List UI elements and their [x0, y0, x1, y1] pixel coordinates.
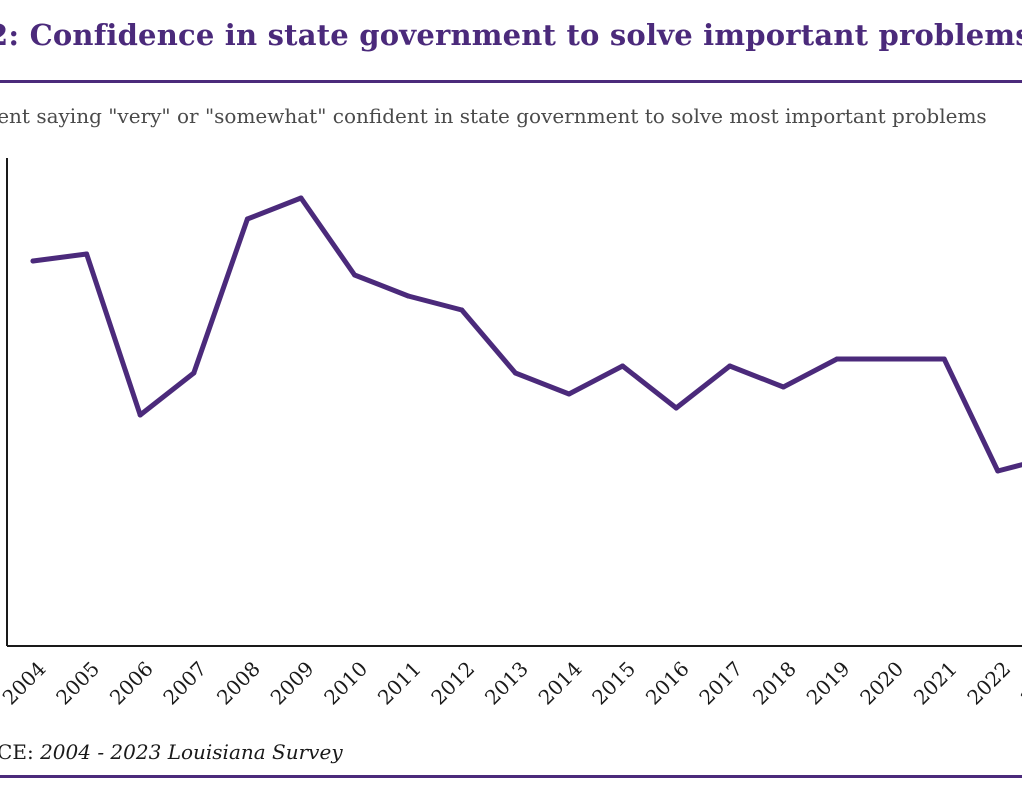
x-tick-label-2005: 2005 — [51, 657, 104, 710]
data-point-2017 — [727, 363, 733, 369]
x-tick-label-2004: 2004 — [0, 657, 51, 710]
data-point-2008 — [244, 216, 250, 222]
data-point-2004 — [30, 258, 36, 264]
data-point-2006 — [137, 412, 143, 418]
x-tick-label-2015: 2015 — [587, 657, 640, 710]
x-tick-labels: 2004 2005 2006 2007 2008 2009 2010 2011 2012 2013… — [0, 657, 1022, 710]
data-point-2007 — [191, 370, 197, 376]
x-tick-label-2020: 2020 — [855, 657, 908, 710]
series-line — [30, 195, 1022, 474]
title-divider — [0, 80, 1022, 83]
source-text: 2004 - 2023 Louisiana Survey — [40, 740, 343, 764]
x-tick-label-2014: 2014 — [534, 657, 587, 710]
x-tick-label-2018: 2018 — [748, 657, 801, 710]
data-point-2005 — [84, 251, 90, 257]
data-point-2010 — [352, 272, 358, 278]
x-tick-label-2019: 2019 — [802, 657, 855, 710]
x-tick-label-2013: 2013 — [480, 657, 533, 710]
data-point-2013 — [512, 370, 518, 376]
x-tick-label-2012: 2012 — [426, 657, 479, 710]
data-point-2018 — [780, 384, 786, 390]
x-tick-label-2006: 2006 — [105, 657, 158, 710]
x-tick-label-2023: 2023 — [1016, 657, 1022, 710]
data-point-2014 — [566, 391, 572, 397]
data-point-2021 — [941, 356, 947, 362]
data-point-2009 — [298, 195, 304, 201]
chart-subtitle: cent saying "very" or "somewhat" confide… — [0, 104, 987, 128]
data-point-2015 — [620, 363, 626, 369]
x-tick-label-2009: 2009 — [266, 657, 319, 710]
source-label: RCE: — [0, 740, 34, 764]
x-tick-label-2022: 2022 — [962, 657, 1015, 710]
data-points — [30, 195, 1001, 474]
series-layer — [30, 195, 1022, 474]
data-point-2012 — [459, 307, 465, 313]
x-tick-label-2008: 2008 — [212, 657, 265, 710]
x-tick-label-2021: 2021 — [909, 657, 962, 710]
data-point-2022 — [995, 468, 1001, 474]
x-tick-label-2010: 2010 — [319, 657, 372, 710]
source-note: RCE: 2004 - 2023 Louisiana Survey — [0, 740, 343, 764]
axes — [6, 158, 1022, 647]
data-point-2016 — [673, 405, 679, 411]
chart-title: 2: Confidence in state government to sol… — [0, 18, 1022, 52]
x-tick-label-2011: 2011 — [373, 657, 426, 710]
data-point-2019 — [834, 356, 840, 362]
x-tick-label-2007: 2007 — [158, 657, 211, 710]
x-tick-label-2016: 2016 — [641, 657, 694, 710]
data-point-2020 — [888, 356, 894, 362]
footer-divider — [0, 775, 1022, 778]
data-point-2011 — [405, 293, 411, 299]
x-tick-label-2017: 2017 — [694, 657, 747, 710]
